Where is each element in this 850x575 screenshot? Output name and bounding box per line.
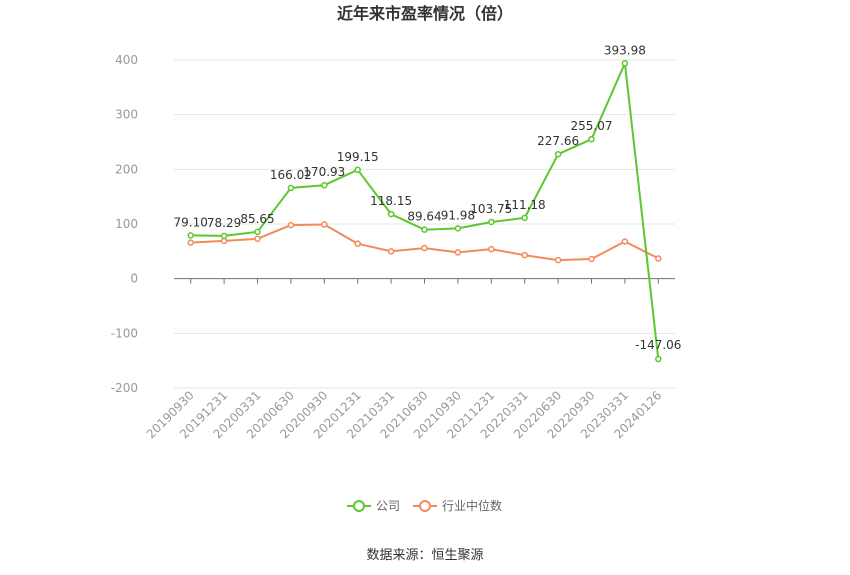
grid-lines bbox=[174, 59, 675, 389]
company-point bbox=[454, 225, 462, 232]
industry-point bbox=[421, 244, 428, 252]
company-data-label: 393.98 bbox=[604, 43, 646, 57]
company-point bbox=[387, 210, 395, 218]
y-tick-label: 200 bbox=[115, 162, 138, 176]
y-tick-label: 400 bbox=[115, 53, 138, 67]
industry-point bbox=[488, 245, 495, 253]
legend-item-industry-median[interactable]: 行业中位数 bbox=[413, 498, 502, 513]
company-point bbox=[488, 218, 495, 226]
company-data-label: 227.66 bbox=[537, 134, 579, 148]
company-data-label: 103.75 bbox=[470, 202, 512, 216]
y-tick-label: -100 bbox=[111, 326, 138, 340]
company-data-label: 78.29 bbox=[207, 216, 241, 230]
industry-point bbox=[354, 240, 361, 247]
industry-point bbox=[387, 248, 395, 255]
company-point bbox=[521, 214, 528, 222]
y-tick-label: 300 bbox=[115, 108, 138, 122]
company-point bbox=[621, 60, 629, 67]
company-data-label: 91.98 bbox=[441, 208, 475, 222]
x-axis: 2019093020191231202003312020063020200930… bbox=[144, 278, 675, 441]
company-data-label: 170.93 bbox=[303, 165, 345, 179]
company-data-label: -147.06 bbox=[635, 338, 681, 352]
chart-title: 近年来市盈率情况（倍） bbox=[337, 4, 513, 23]
company-point bbox=[354, 166, 361, 174]
company-data-label: 79.10 bbox=[174, 215, 208, 229]
industry-point bbox=[187, 239, 194, 246]
company-data-label: 199.15 bbox=[337, 150, 379, 164]
y-tick-label: 0 bbox=[130, 272, 138, 286]
company-point bbox=[220, 232, 228, 240]
industry-point bbox=[521, 251, 528, 259]
company-data-label: 118.15 bbox=[370, 194, 412, 208]
company-point bbox=[655, 355, 662, 363]
industry-point bbox=[321, 221, 328, 228]
company-data-label: 255.07 bbox=[571, 119, 613, 133]
company-point bbox=[421, 226, 428, 233]
legend-item-company[interactable]: 公司 bbox=[347, 499, 400, 513]
y-tick-label: 100 bbox=[115, 217, 138, 231]
industry-point bbox=[287, 221, 295, 229]
industry-point bbox=[554, 256, 562, 264]
company-data-label: 85.65 bbox=[240, 212, 274, 226]
legend[interactable]: 公司 行业中位数 bbox=[347, 498, 502, 513]
company-point bbox=[588, 135, 595, 143]
legend-industry-marker-icon bbox=[419, 500, 431, 512]
series-layer bbox=[187, 60, 662, 363]
company-point bbox=[254, 228, 261, 236]
source-note: 数据来源：恒生聚源 bbox=[366, 548, 483, 563]
industry-point bbox=[588, 255, 595, 263]
company-point bbox=[287, 184, 295, 192]
company-point bbox=[321, 181, 328, 189]
industry-point bbox=[254, 235, 261, 243]
y-axis: -200 -100 0 100 200 300 400 bbox=[111, 53, 138, 395]
company-data-label: 111.18 bbox=[504, 198, 546, 212]
legend-company-label: 公司 bbox=[376, 499, 400, 513]
industry-point bbox=[454, 249, 462, 256]
company-data-label: 89.64 bbox=[407, 210, 441, 224]
y-tick-label: -200 bbox=[111, 381, 138, 395]
company-point bbox=[187, 232, 194, 239]
company-data-label: 166.02 bbox=[270, 168, 312, 182]
legend-company-marker-icon bbox=[353, 500, 365, 512]
legend-industry-label: 行业中位数 bbox=[442, 498, 502, 513]
industry-point bbox=[220, 237, 228, 245]
industry-point bbox=[655, 255, 662, 262]
industry-point bbox=[621, 238, 629, 245]
company-point bbox=[554, 150, 562, 158]
